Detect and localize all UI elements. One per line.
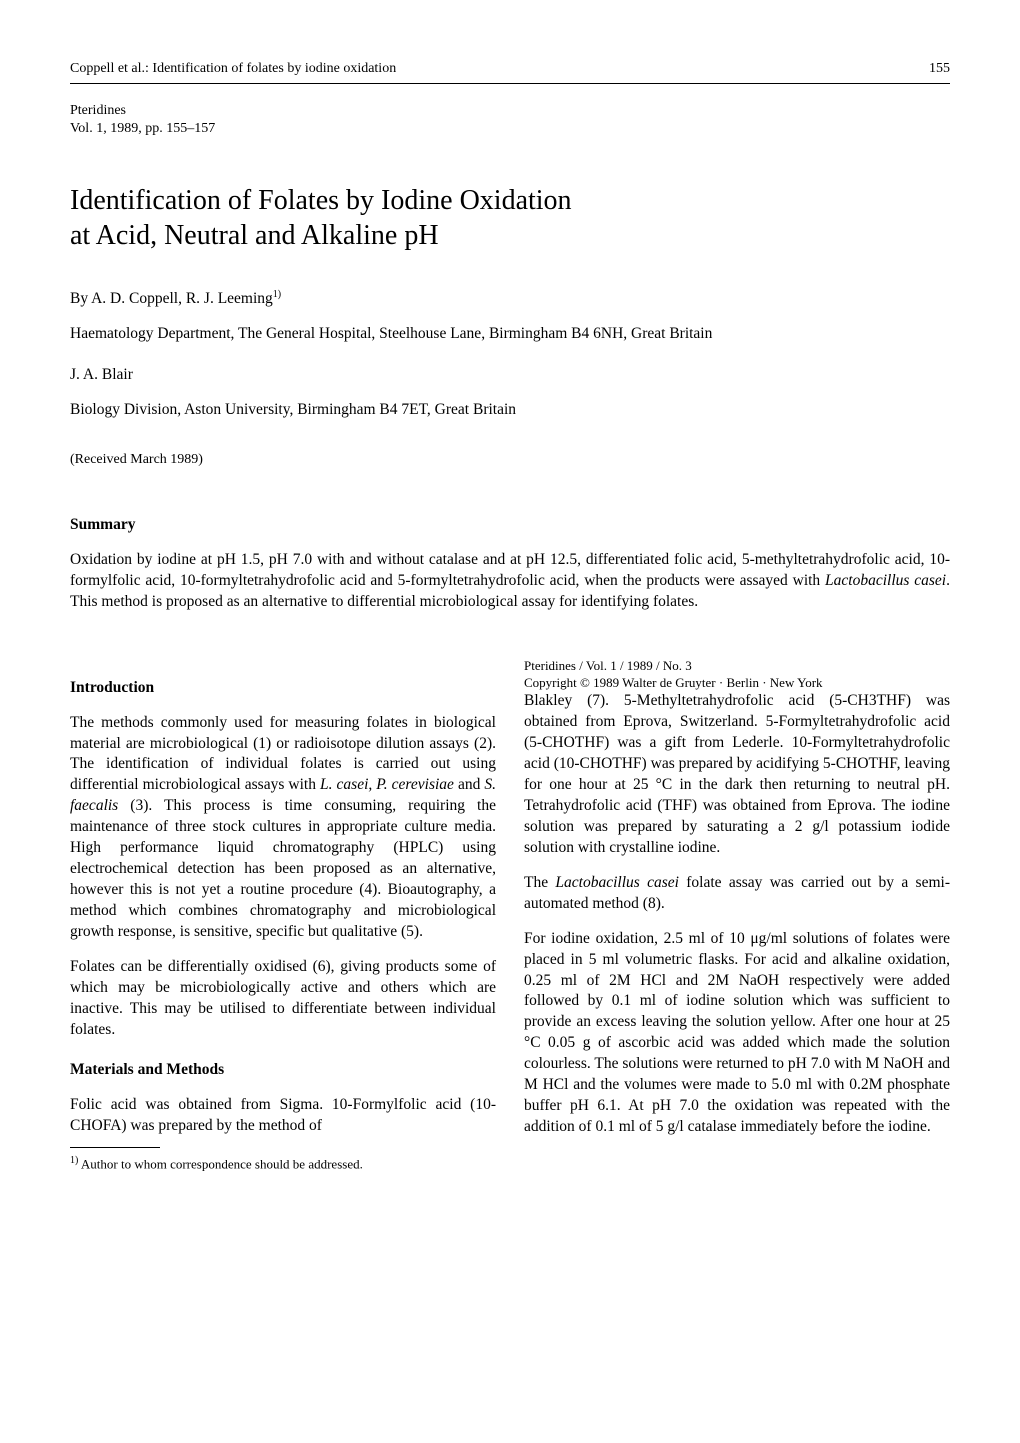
intro-paragraph-2: Folates can be differentially oxidised (… — [70, 957, 496, 1041]
mm-paragraph-3: For iodine oxidation, 2.5 ml of 10 μg/ml… — [524, 929, 950, 1138]
running-header-page-number: 155 — [929, 60, 950, 79]
materials-methods-heading: Materials and Methods — [70, 1060, 496, 1081]
intro-paragraph-1: The methods commonly used for measuring … — [70, 713, 496, 943]
footer-line-2: Copyright © 1989 Walter de Gruyter · Ber… — [524, 675, 950, 692]
title-line1: Identification of Folates by Iodine Oxid… — [70, 185, 572, 216]
journal-vol: Vol. 1, 1989, pp. 155–157 — [70, 120, 950, 138]
running-header: Coppell et al.: Identification of folate… — [70, 60, 950, 79]
affiliation-1: Haematology Department, The General Hosp… — [70, 324, 950, 345]
affiliation-2: Biology Division, Aston University, Birm… — [70, 400, 950, 421]
mm-paragraph-1a: Folic acid was obtained from Sigma. 10-F… — [70, 1095, 496, 1137]
received-date: (Received March 1989) — [70, 451, 950, 470]
footnote-text: Author to whom correspondence should be … — [78, 1157, 363, 1172]
footnote: 1) Author to whom correspondence should … — [70, 1154, 496, 1173]
mm-paragraph-1b: Blakley (7). 5-Methyltetrahydrofolic aci… — [524, 691, 950, 858]
byline-2: J. A. Blair — [70, 365, 950, 386]
journal-info: Pteridines Vol. 1, 1989, pp. 155–157 — [70, 102, 950, 138]
running-header-left: Coppell et al.: Identification of folate… — [70, 60, 396, 79]
author-sup-1: 1) — [273, 289, 281, 300]
mm-paragraph-2: The Lactobacillus casei folate assay was… — [524, 873, 950, 915]
footer: Pteridines / Vol. 1 / 1989 / No. 3 Copyr… — [524, 658, 950, 692]
summary-text: Oxidation by iodine at pH 1.5, pH 7.0 wi… — [70, 550, 950, 613]
header-rule — [70, 83, 950, 84]
journal-name: Pteridines — [70, 102, 950, 120]
footnote-rule — [70, 1147, 160, 1148]
body-columns: Introduction The methods commonly used f… — [70, 658, 950, 1173]
footer-line-1: Pteridines / Vol. 1 / 1989 / No. 3 — [524, 658, 950, 675]
byline-1: By A. D. Coppell, R. J. Leeming1) — [70, 288, 950, 310]
title-line2: at Acid, Neutral and Alkaline pH — [70, 220, 439, 251]
introduction-heading: Introduction — [70, 678, 496, 699]
article-title: Identification of Folates by Iodine Oxid… — [70, 183, 950, 253]
summary-heading: Summary — [70, 515, 950, 536]
authors-1: By A. D. Coppell, R. J. Leeming — [70, 290, 273, 307]
